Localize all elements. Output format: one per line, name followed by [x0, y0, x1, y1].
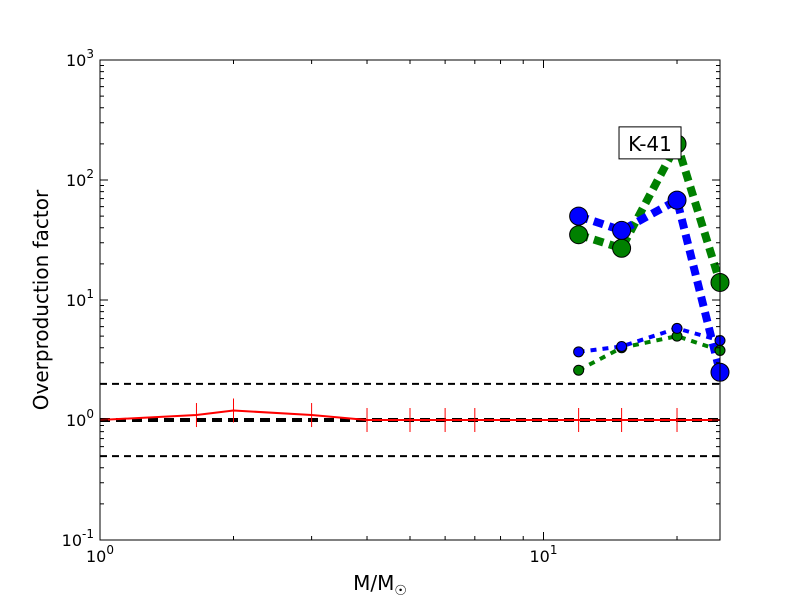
series-line-2 — [577, 196, 720, 374]
series-1-point-1 — [612, 238, 632, 258]
series-line-1 — [577, 139, 720, 284]
series-2-point-2 — [667, 190, 687, 210]
annotation-box — [618, 126, 682, 160]
series-4-point-0 — [573, 346, 585, 358]
series-2-point-1 — [612, 220, 632, 240]
series-1-point-0 — [569, 225, 589, 245]
series-4-point-1 — [616, 340, 628, 352]
series-line-3 — [577, 334, 720, 372]
y-tick-label: 10-1 — [62, 527, 94, 550]
series-4-point-2 — [671, 322, 683, 334]
x-tick-label: 101 — [530, 543, 558, 566]
x-tick-label: 100 — [86, 543, 114, 566]
y-axis-label: Overproduction factor — [29, 189, 53, 410]
x-axis-label: M/M☉ — [353, 571, 407, 599]
series-line-0 — [100, 409, 720, 421]
series-line-4 — [578, 326, 720, 354]
series-2-point-0 — [569, 206, 589, 226]
series-3-point-0 — [573, 364, 585, 376]
y-tick-label: 101 — [66, 287, 94, 310]
y-tick-label: 100 — [66, 407, 94, 430]
y-tick-label: 103 — [66, 47, 94, 70]
y-tick-label: 102 — [66, 167, 94, 190]
annotation-label: K-41 — [628, 132, 672, 156]
